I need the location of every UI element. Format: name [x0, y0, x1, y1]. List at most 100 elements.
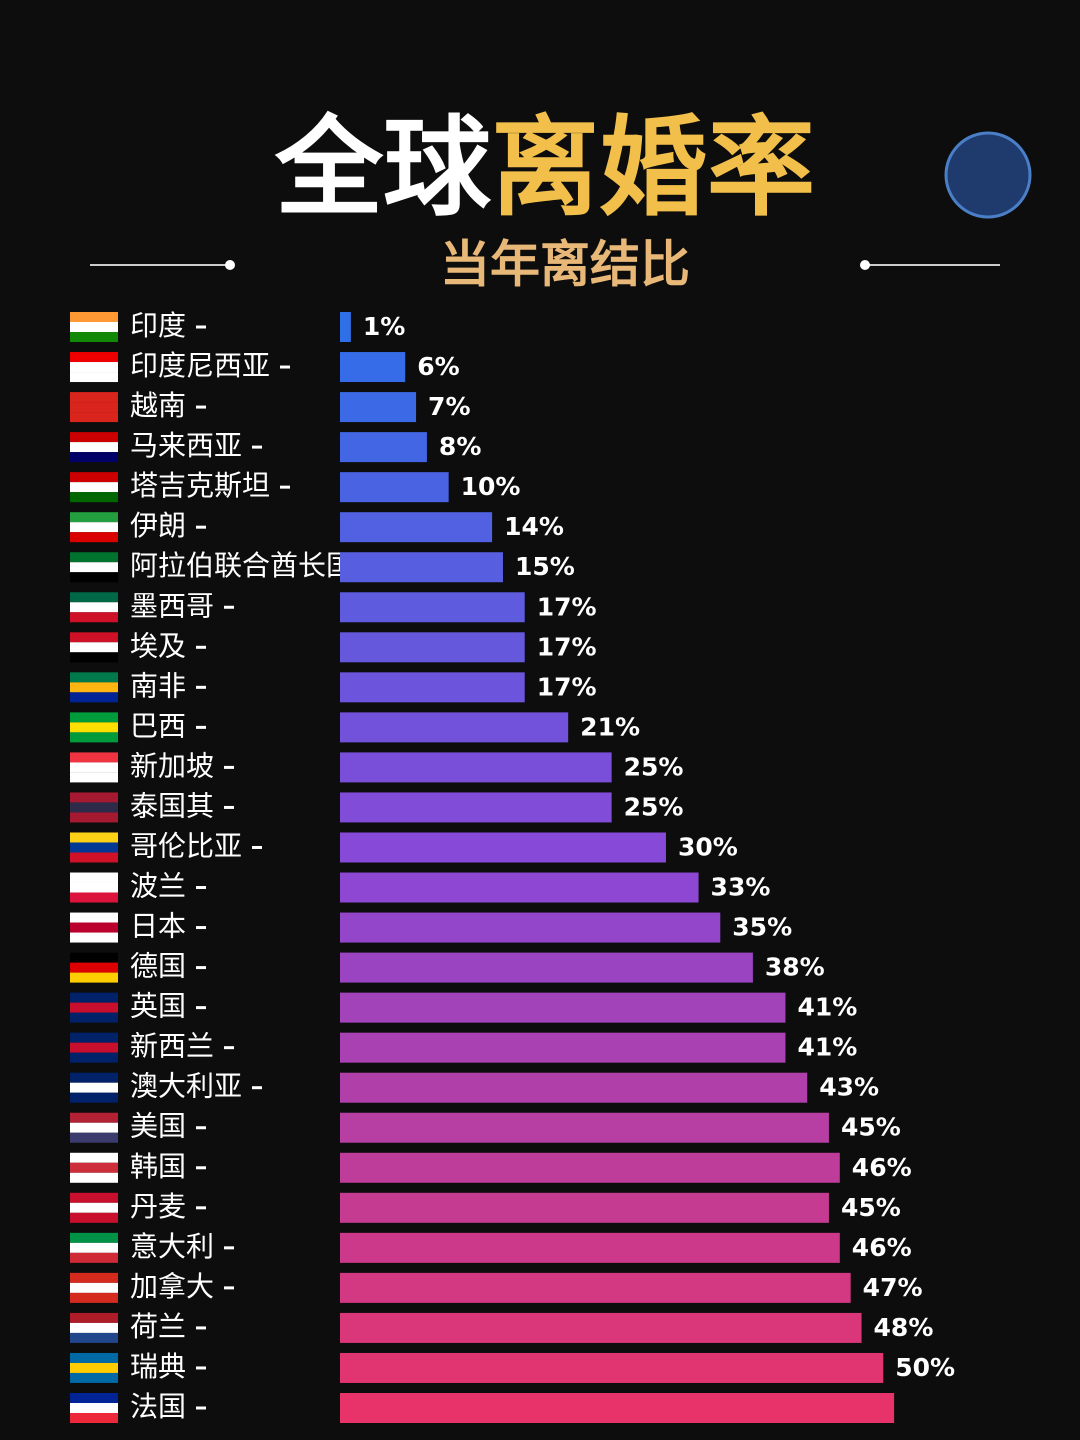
y-tick-label: 泰国其 [130, 789, 214, 822]
flag-stripe [70, 1092, 118, 1103]
flag-stripe [70, 912, 118, 923]
flag-stripe [70, 1393, 118, 1403]
y-tick-label: 丹麦 [130, 1190, 186, 1223]
title-part: 全球 [274, 106, 492, 231]
flag-stripe [70, 1042, 118, 1053]
flag-stripe [70, 692, 118, 703]
y-tick-label: 伊朗 [130, 509, 186, 542]
flag-stripe [70, 1362, 118, 1373]
flag-stripe [70, 802, 118, 813]
y-tick-label: 新西兰 [130, 1030, 214, 1063]
value-label: 6% [417, 352, 459, 381]
bar [340, 1112, 829, 1143]
bar [340, 1272, 851, 1303]
value-label: 46% [852, 1153, 912, 1182]
bar [340, 1312, 862, 1343]
value-label: 46% [852, 1233, 912, 1262]
flag-stripe [70, 402, 118, 413]
value-label: 15% [515, 552, 575, 581]
flag-stripe [70, 1312, 118, 1323]
value-label: 14% [504, 512, 564, 541]
bar [340, 912, 721, 943]
flag-stripe [70, 652, 118, 663]
flag-stripe [70, 1192, 118, 1203]
title-part: 离婚率 [491, 106, 815, 231]
flag-stripe [70, 1122, 118, 1133]
bar [340, 952, 753, 983]
value-label: 17% [537, 672, 597, 701]
y-tick-label: 墨西哥 [130, 589, 214, 622]
decor-dot [225, 260, 235, 270]
value-label: 8% [439, 432, 481, 461]
flag-stripe [70, 892, 118, 903]
decor-dot [860, 260, 870, 270]
bar [340, 752, 612, 783]
flag-stripe [70, 1252, 118, 1263]
value-label: 48% [874, 1313, 934, 1342]
flag-stripe [70, 1352, 118, 1363]
value-label: 50% [895, 1353, 955, 1382]
y-tick-label: 美国 [130, 1110, 186, 1143]
y-tick-label: 新加坡 [130, 749, 214, 782]
flag-stripe [70, 312, 118, 322]
flag-stripe [70, 1332, 118, 1343]
value-label: 45% [841, 1193, 901, 1222]
value-label: 41% [797, 1033, 857, 1062]
flag-stripe [70, 832, 118, 843]
bar [340, 592, 525, 623]
value-label: 1% [363, 312, 405, 341]
flag-stripe [70, 432, 118, 443]
flag-stripe [70, 612, 118, 623]
value-label: 17% [537, 592, 597, 621]
y-tick-label: 德国 [130, 950, 186, 983]
flag-stripe [70, 1032, 118, 1043]
flag-stripe [70, 1403, 118, 1413]
y-tick-label: 法国 [130, 1390, 186, 1423]
y-tick-label: 阿拉伯联合酋长国 [130, 549, 354, 582]
bar [340, 1393, 895, 1423]
bar [340, 1072, 808, 1103]
bar [340, 672, 525, 703]
flag-stripe [70, 1292, 118, 1303]
flag-stripe [70, 1052, 118, 1063]
flag-stripe [70, 952, 118, 963]
flag-stripe [70, 1002, 118, 1013]
flag-stripe [70, 762, 118, 773]
flag-stripe [70, 572, 118, 583]
y-tick-label: 波兰 [130, 870, 186, 903]
flag-stripe [70, 882, 118, 893]
flag-stripe [70, 322, 118, 332]
flag-stripe [70, 682, 118, 693]
flag-stripe [70, 1242, 118, 1253]
y-tick-label: 英国 [130, 990, 186, 1023]
flag-stripe [70, 1212, 118, 1223]
value-label: 17% [537, 632, 597, 661]
flag-stripe [70, 732, 118, 743]
flag-stripe [70, 1282, 118, 1293]
value-label: 7% [428, 392, 470, 421]
y-tick-label: 加拿大 [130, 1270, 214, 1303]
y-tick-label: 瑞典 [130, 1350, 186, 1383]
bar [340, 832, 666, 863]
value-label: 10% [461, 472, 521, 501]
bar [340, 632, 525, 663]
flag-stripe [70, 532, 118, 543]
flag-stripe [70, 852, 118, 863]
flag-stripe [70, 1012, 118, 1023]
flag-stripe [70, 992, 118, 1003]
bar [340, 1152, 840, 1183]
flag-stripe [70, 1272, 118, 1283]
value-label: 25% [624, 752, 684, 781]
flag-stripe [70, 812, 118, 823]
flag-stripe [70, 522, 118, 533]
y-tick-label: 印度尼西亚 [130, 349, 270, 382]
flag-stripe [70, 1112, 118, 1123]
bar [340, 792, 612, 823]
y-tick-label: 南非 [130, 669, 186, 702]
flag-stripe [70, 442, 118, 453]
y-tick-label: 巴西 [130, 709, 186, 742]
y-tick-label: 日本 [130, 910, 186, 943]
value-label: 30% [678, 832, 738, 861]
flag-stripe [70, 1322, 118, 1333]
flag-stripe [70, 792, 118, 803]
